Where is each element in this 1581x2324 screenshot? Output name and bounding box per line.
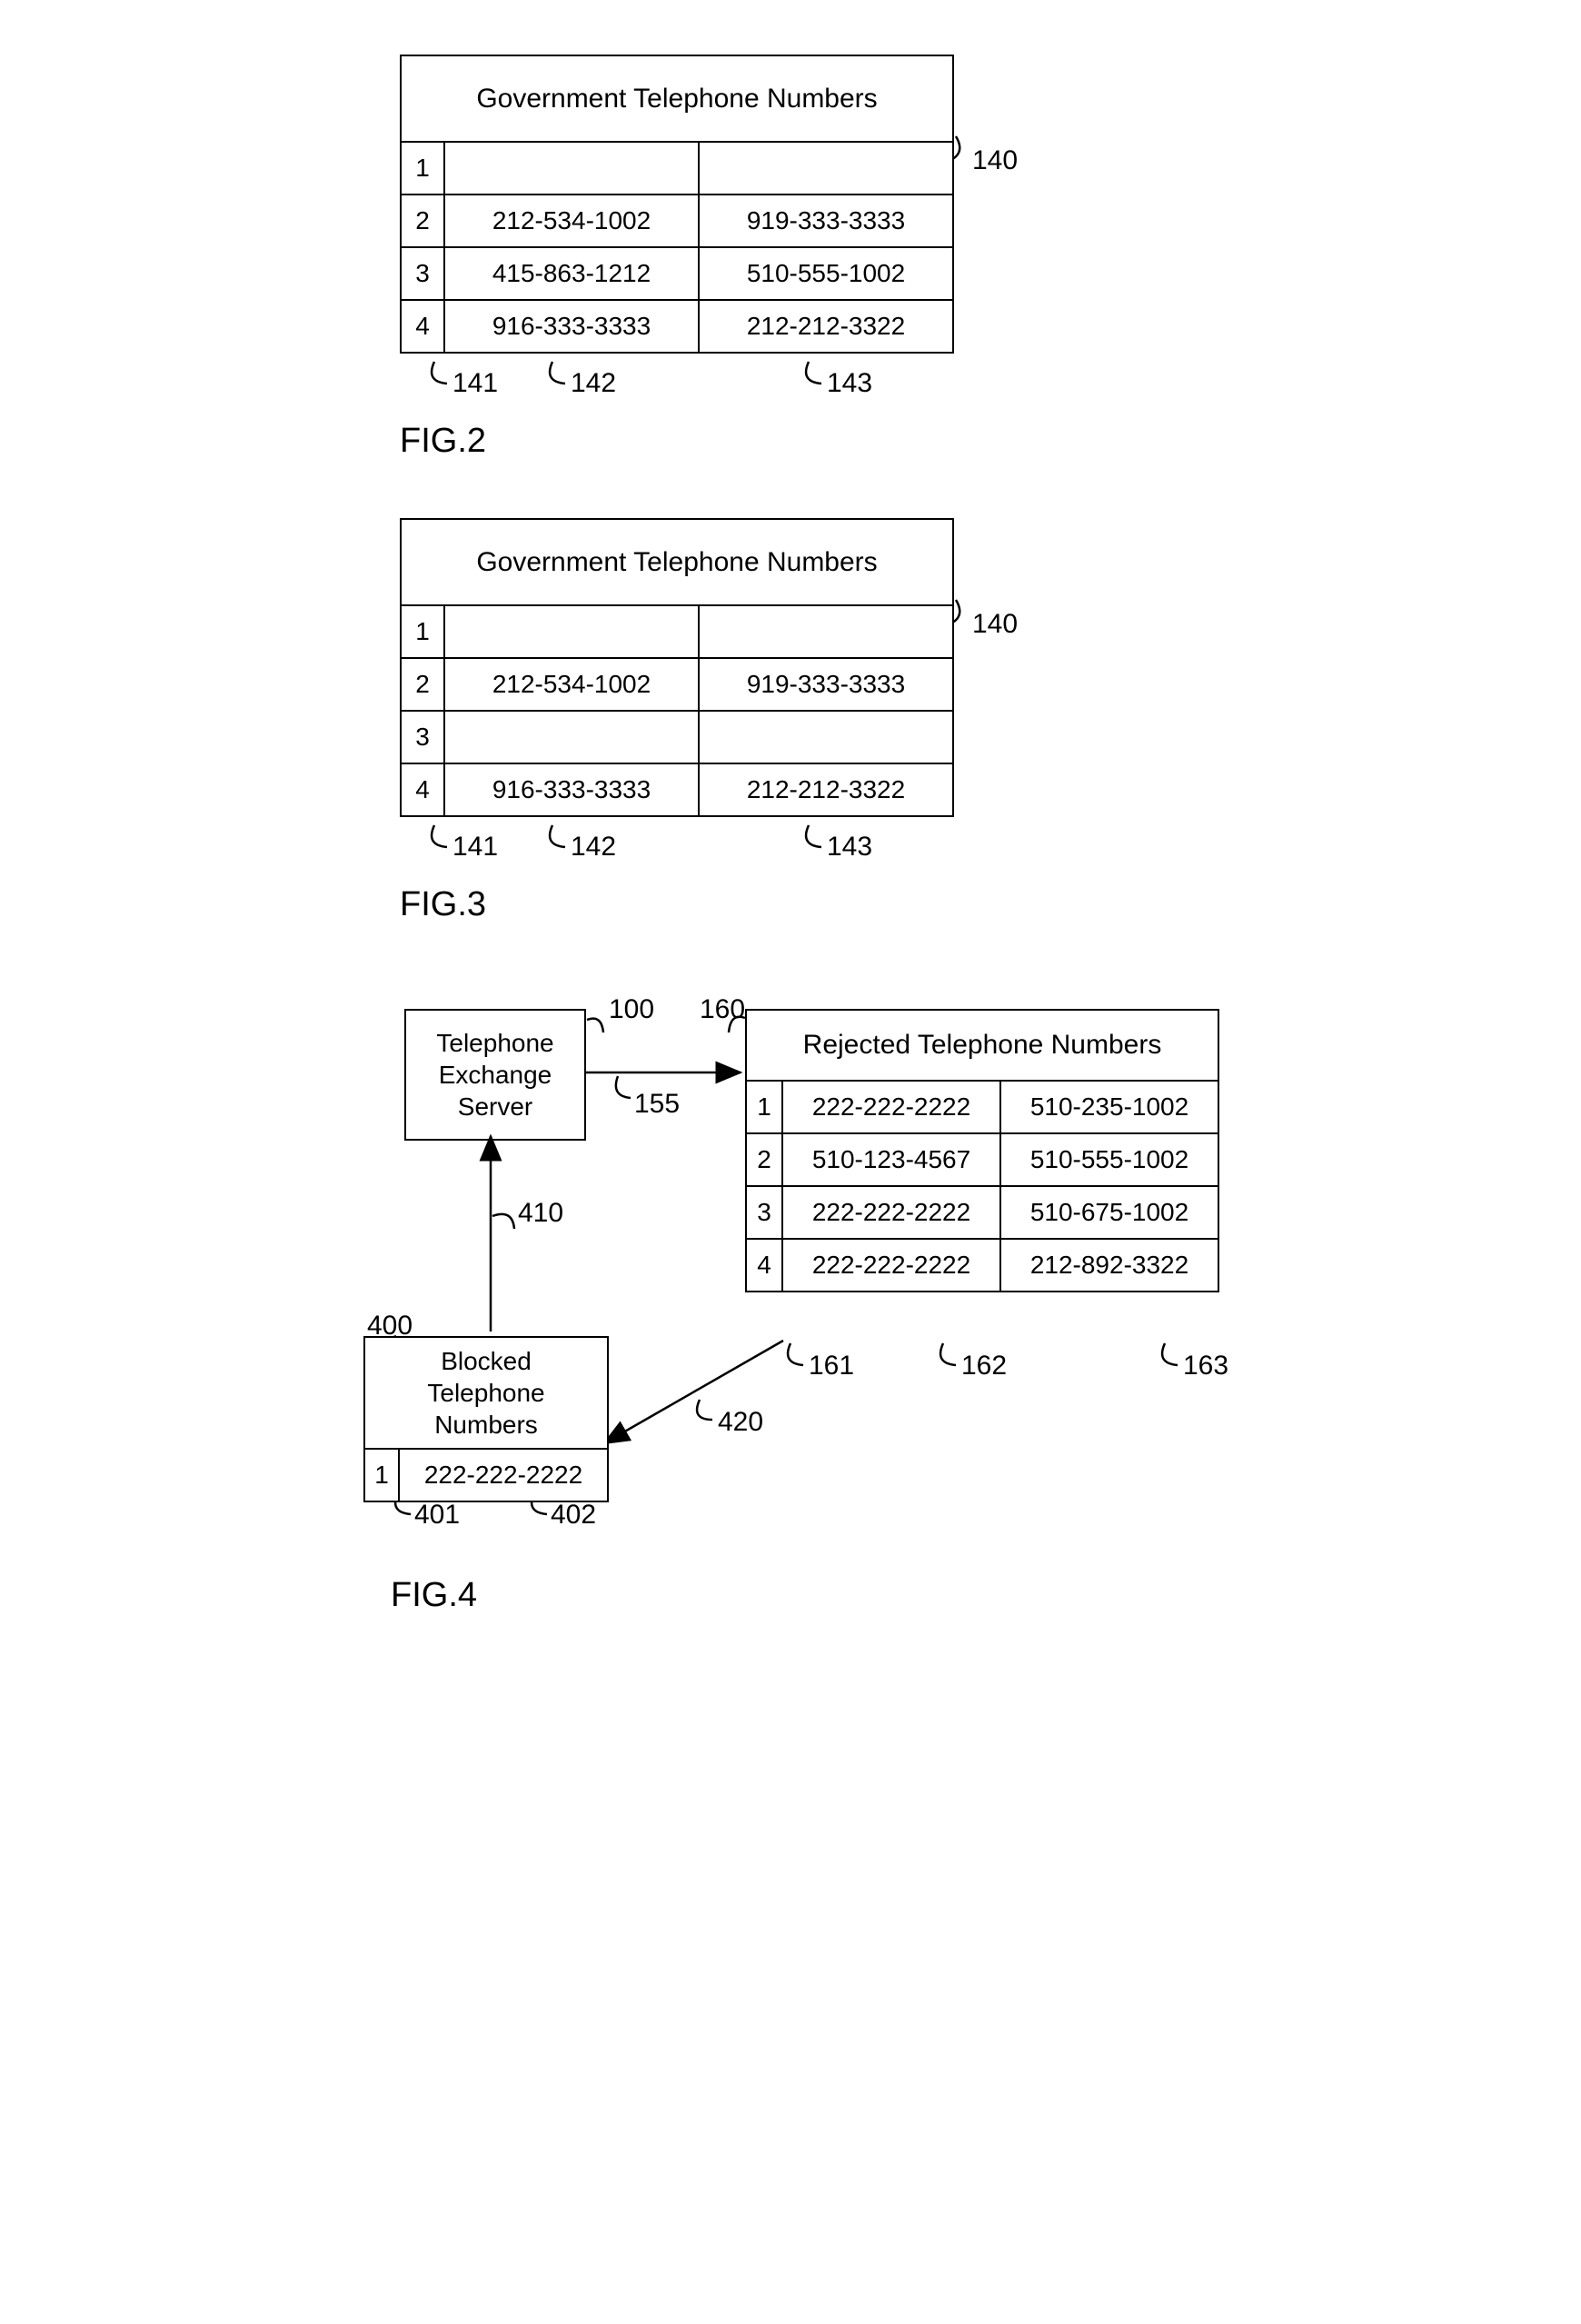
cell: 415-863-1212	[444, 247, 699, 300]
cell: 212-534-1002	[444, 658, 699, 711]
row-idx: 1	[364, 1449, 399, 1501]
ref-label: 160	[700, 994, 745, 1025]
ref-label: 155	[634, 1089, 680, 1120]
figure-4: Telephone Exchange Server Rejected Telep…	[336, 982, 1245, 1618]
figure-label: FIG.4	[391, 1576, 477, 1615]
cell: 510-555-1002	[699, 247, 953, 300]
ref-label: 410	[518, 1198, 563, 1229]
cell: 222-222-2222	[782, 1239, 1000, 1292]
cell: 919-333-3333	[699, 194, 953, 247]
cell: 510-123-4567	[782, 1133, 1000, 1186]
row-idx: 1	[401, 142, 444, 194]
row-idx: 4	[746, 1239, 782, 1292]
cell	[444, 605, 699, 658]
cell: 510-555-1002	[1000, 1133, 1218, 1186]
cell: 222-222-2222	[782, 1081, 1000, 1133]
ref-label: 141	[452, 368, 498, 399]
row-idx: 1	[401, 605, 444, 658]
ref-label: 161	[809, 1351, 854, 1381]
cell	[699, 605, 953, 658]
cell: 919-333-3333	[699, 658, 953, 711]
ref-label: 402	[551, 1500, 596, 1531]
ref-label: 140	[972, 609, 1018, 640]
cell: 212-212-3322	[699, 300, 953, 353]
cell	[699, 711, 953, 763]
gov-table: Government Telephone Numbers 1 2212-534-…	[400, 518, 954, 817]
row-idx: 3	[746, 1186, 782, 1239]
ref-label: 140	[972, 145, 1018, 176]
row-idx: 2	[401, 658, 444, 711]
cell: 212-892-3322	[1000, 1239, 1218, 1292]
ref-label: 142	[571, 368, 616, 399]
ref-label: 143	[827, 832, 872, 863]
ref-label: 100	[609, 994, 654, 1025]
table-title: Blocked Telephone Numbers	[364, 1337, 608, 1449]
ref-label: 143	[827, 368, 872, 399]
figure-label: FIG.2	[400, 422, 486, 461]
table-title: Rejected Telephone Numbers	[746, 1010, 1218, 1081]
row-idx: 2	[746, 1133, 782, 1186]
cell: 212-534-1002	[444, 194, 699, 247]
ref-label: 400	[367, 1311, 413, 1342]
row-idx: 4	[401, 763, 444, 816]
ref-label: 162	[961, 1351, 1007, 1381]
cell: 916-333-3333	[444, 763, 699, 816]
table-title: Government Telephone Numbers	[401, 55, 953, 142]
figure-label: FIG.3	[400, 885, 486, 924]
ref-label: 420	[718, 1407, 763, 1438]
blocked-table: Blocked Telephone Numbers 1222-222-2222	[363, 1336, 609, 1502]
figure-2: Government Telephone Numbers 1 2212-534-…	[336, 55, 972, 445]
row-idx: 3	[401, 247, 444, 300]
cell: 510-235-1002	[1000, 1081, 1218, 1133]
cell: 222-222-2222	[782, 1186, 1000, 1239]
row-idx: 3	[401, 711, 444, 763]
cell: 222-222-2222	[399, 1449, 608, 1501]
rejected-table: Rejected Telephone Numbers 1222-222-2222…	[745, 1009, 1219, 1292]
cell	[699, 142, 953, 194]
cell: 916-333-3333	[444, 300, 699, 353]
ref-label: 401	[414, 1500, 460, 1531]
server-box: Telephone Exchange Server	[404, 1009, 586, 1141]
figure-3: Government Telephone Numbers 1 2212-534-…	[336, 518, 972, 909]
ref-label: 163	[1183, 1351, 1228, 1381]
row-idx: 4	[401, 300, 444, 353]
cell	[444, 711, 699, 763]
ref-label: 142	[571, 832, 616, 863]
gov-table: Government Telephone Numbers 1 2212-534-…	[400, 55, 954, 354]
cell: 510-675-1002	[1000, 1186, 1218, 1239]
table-title: Government Telephone Numbers	[401, 519, 953, 605]
ref-label: 141	[452, 832, 498, 863]
cell: 212-212-3322	[699, 763, 953, 816]
row-idx: 2	[401, 194, 444, 247]
row-idx: 1	[746, 1081, 782, 1133]
cell	[444, 142, 699, 194]
